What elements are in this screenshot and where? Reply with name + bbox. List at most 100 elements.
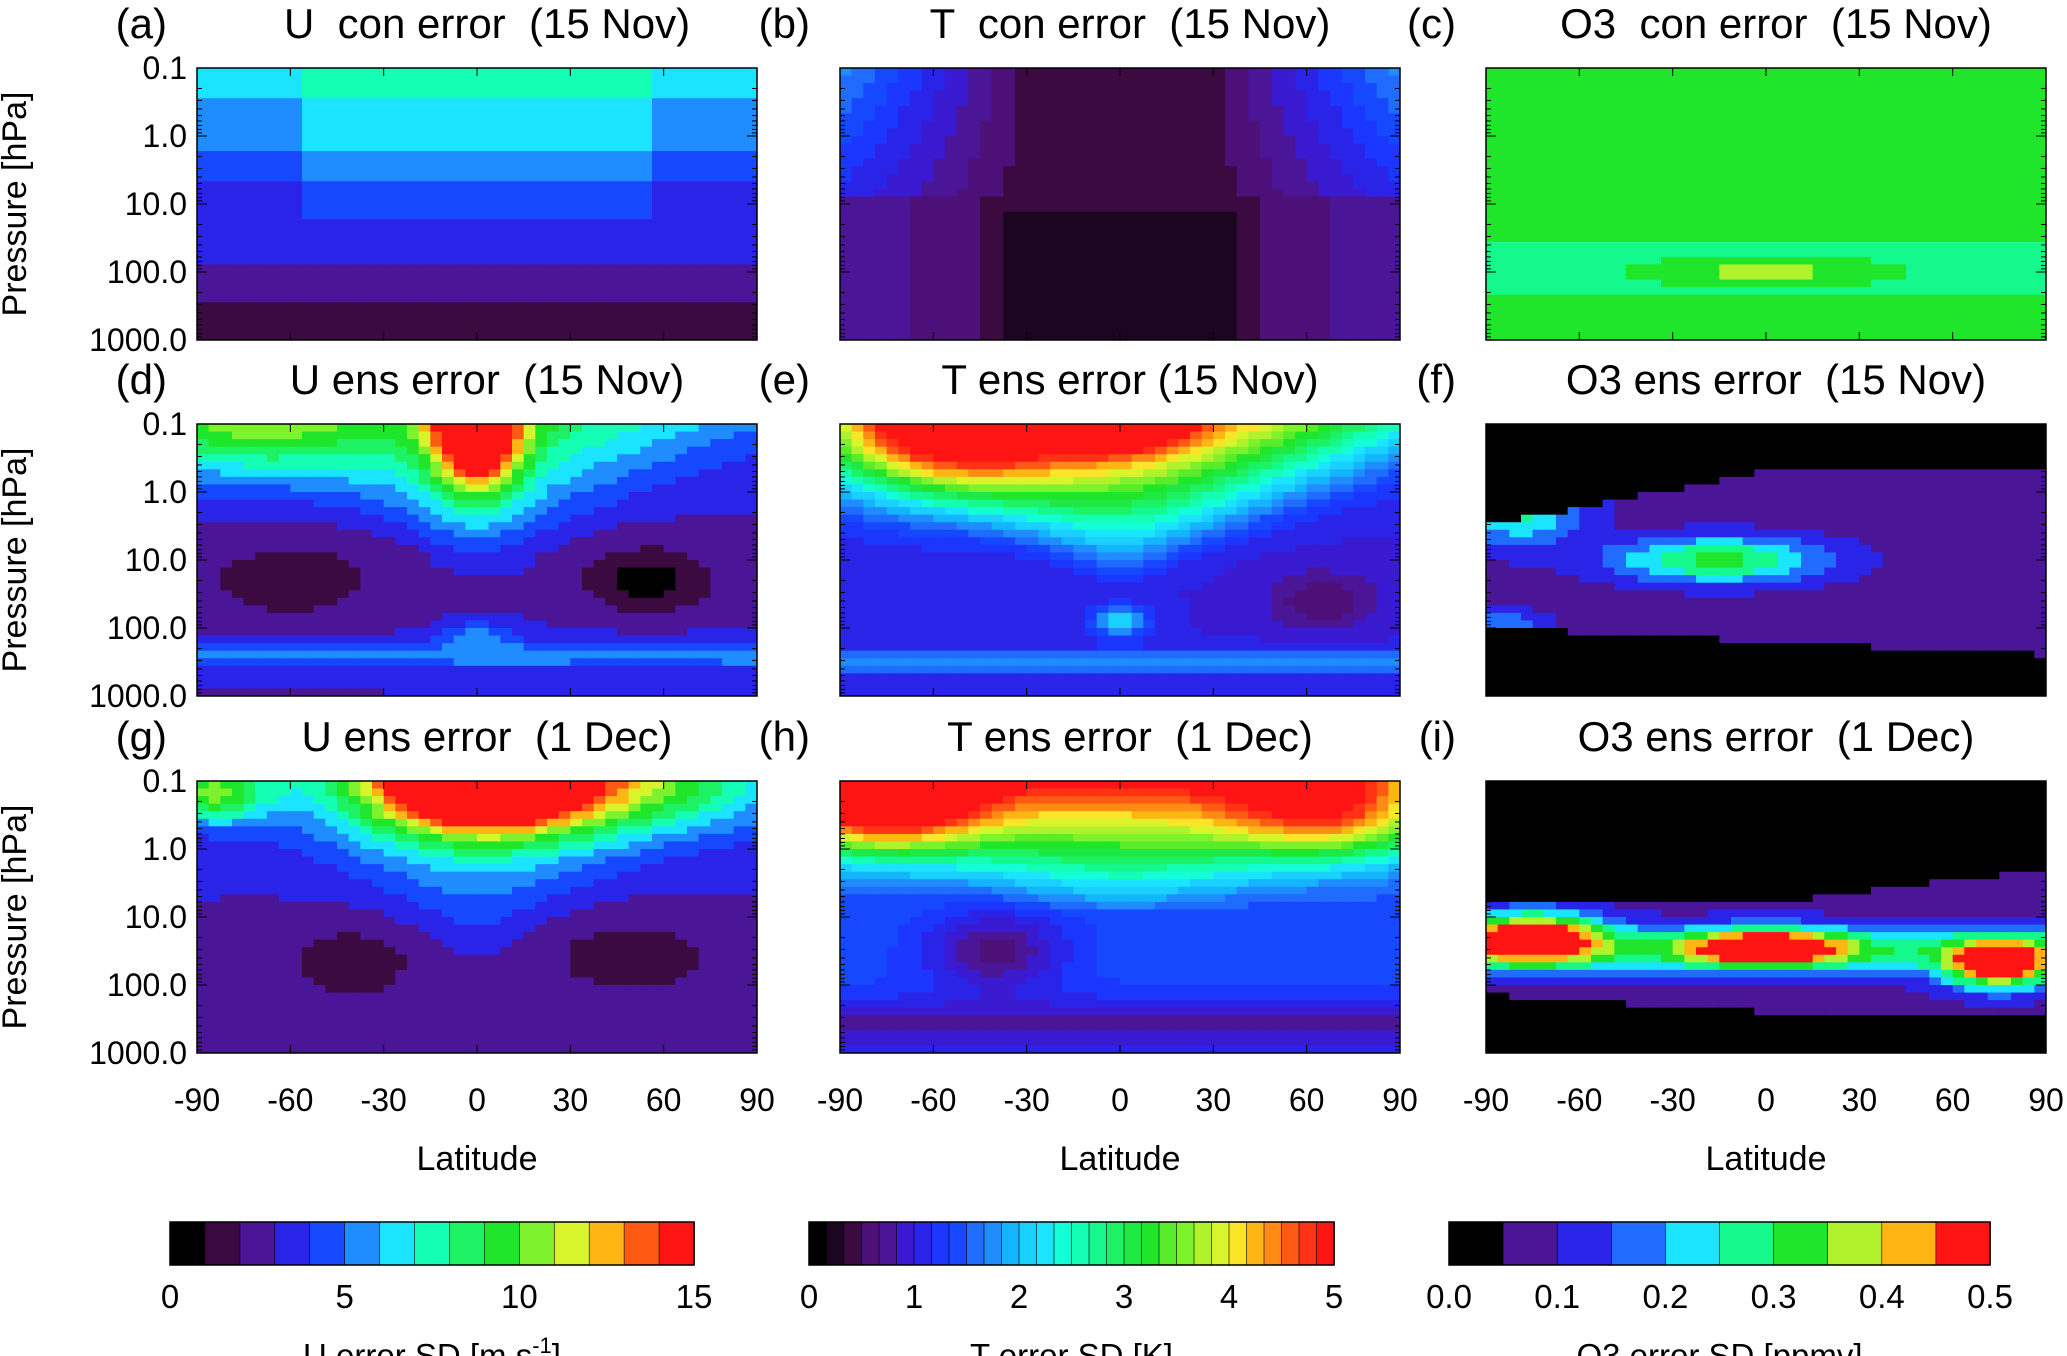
heatmap-cell	[1026, 332, 1039, 340]
heatmap-cell	[465, 317, 478, 326]
heatmap-cell	[617, 234, 630, 243]
heatmap-cell	[1376, 113, 1389, 122]
heatmap-cell	[1143, 188, 1156, 198]
heatmap-cell	[1248, 136, 1261, 145]
heatmap-cell	[1626, 75, 1639, 84]
heatmap-cell	[991, 75, 1004, 84]
heatmap-cell	[1306, 143, 1319, 152]
heatmap-cell	[886, 332, 899, 340]
heatmap-cell	[1859, 90, 1872, 99]
heatmap-cell	[1952, 241, 1965, 250]
heatmap-cell	[1952, 219, 1965, 228]
heatmap-cell	[745, 272, 757, 281]
heatmap-cell	[1894, 166, 1907, 175]
heatmap-cell	[208, 83, 221, 92]
heatmap-cell	[593, 113, 606, 122]
heatmap-cell	[840, 173, 853, 182]
heatmap-cell	[1602, 83, 1615, 92]
heatmap-cell	[523, 181, 536, 190]
heatmap-cell	[980, 249, 993, 258]
heatmap-cell	[582, 272, 595, 281]
heatmap-cell	[1283, 90, 1296, 99]
heatmap-cell	[1486, 75, 1499, 84]
heatmap-cell	[1248, 324, 1261, 334]
heatmap-cell	[1260, 188, 1273, 198]
heatmap-cell	[1847, 143, 1860, 152]
heatmap-cell	[1213, 151, 1226, 160]
heatmap-cell	[1591, 219, 1604, 228]
heatmap-cell	[1108, 309, 1121, 318]
heatmap-cell	[1789, 136, 1802, 145]
heatmap-cell	[1388, 158, 1400, 167]
heatmap-cell	[1365, 173, 1378, 182]
heatmap-cell	[1497, 120, 1510, 130]
heatmap-cell	[710, 75, 723, 84]
heatmap-cell	[1131, 120, 1144, 130]
heatmap-cell	[278, 120, 291, 130]
heatmap-cell	[1388, 279, 1400, 288]
heatmap-cell	[840, 68, 853, 77]
heatmap-cell	[360, 181, 373, 190]
heatmap-cell	[675, 90, 688, 99]
heatmap-cell	[558, 256, 571, 266]
heatmap-cell	[1306, 324, 1319, 334]
heatmap-cell	[1283, 120, 1296, 130]
heatmap-cell	[453, 143, 466, 152]
heatmap-cell	[372, 196, 385, 205]
heatmap-cell	[1509, 90, 1522, 99]
heatmap-cell	[535, 241, 548, 250]
heatmap-cell	[243, 211, 256, 220]
heatmap-cell	[418, 264, 431, 273]
heatmap-cell	[1108, 249, 1121, 258]
heatmap-cell	[1661, 211, 1674, 220]
heatmap-cell	[1917, 264, 1930, 273]
heatmap-cell	[851, 309, 864, 318]
heatmap-cell	[1061, 151, 1074, 160]
heatmap-cell	[1178, 249, 1191, 258]
heatmap-cell	[1155, 120, 1168, 130]
heatmap-cell	[1248, 287, 1261, 296]
heatmap-cell	[1614, 211, 1627, 220]
heatmap-cell	[570, 75, 583, 84]
heatmap-cell	[325, 113, 338, 122]
heatmap-cell	[232, 226, 245, 235]
heatmap-cell	[1108, 264, 1121, 273]
heatmap-cell	[1155, 196, 1168, 205]
heatmap-cell	[407, 279, 420, 288]
heatmap-cell	[1155, 158, 1168, 167]
heatmap-cell	[395, 264, 408, 273]
heatmap-cell	[1614, 136, 1627, 145]
heatmap-cell	[1353, 332, 1366, 340]
heatmap-cell	[372, 181, 385, 190]
heatmap-cell	[1388, 324, 1400, 334]
heatmap-cell	[1684, 188, 1697, 198]
heatmap-cell	[956, 302, 969, 311]
heatmap-cell	[512, 219, 525, 228]
heatmap-cell	[1295, 309, 1308, 318]
heatmap-cell	[1917, 75, 1930, 84]
heatmap-cell	[1376, 211, 1389, 220]
heatmap-cell	[1073, 204, 1086, 213]
heatmap-cell	[991, 204, 1004, 213]
heatmap-cell	[1929, 181, 1942, 190]
heatmap-cell	[722, 324, 735, 334]
heatmap-cell	[1190, 241, 1203, 250]
heatmap-cell	[1388, 188, 1400, 198]
heatmap-cell	[733, 120, 746, 130]
heatmap-cell	[710, 219, 723, 228]
heatmap-cell	[1073, 272, 1086, 281]
heatmap-cell	[1987, 211, 2000, 220]
heatmap-cell	[1388, 249, 1400, 258]
heatmap-cell	[278, 158, 291, 167]
heatmap-cell	[547, 256, 560, 266]
heatmap-cell	[886, 302, 899, 311]
heatmap-cell	[500, 105, 513, 114]
heatmap-cell	[1824, 151, 1837, 160]
heatmap-cell	[1591, 256, 1604, 266]
heatmap-cell	[1894, 196, 1907, 205]
heatmap-cell	[1248, 272, 1261, 281]
heatmap-cell	[1260, 226, 1273, 235]
heatmap-cell	[921, 113, 934, 122]
heatmap-cell	[921, 294, 934, 303]
heatmap-cell	[372, 120, 385, 130]
